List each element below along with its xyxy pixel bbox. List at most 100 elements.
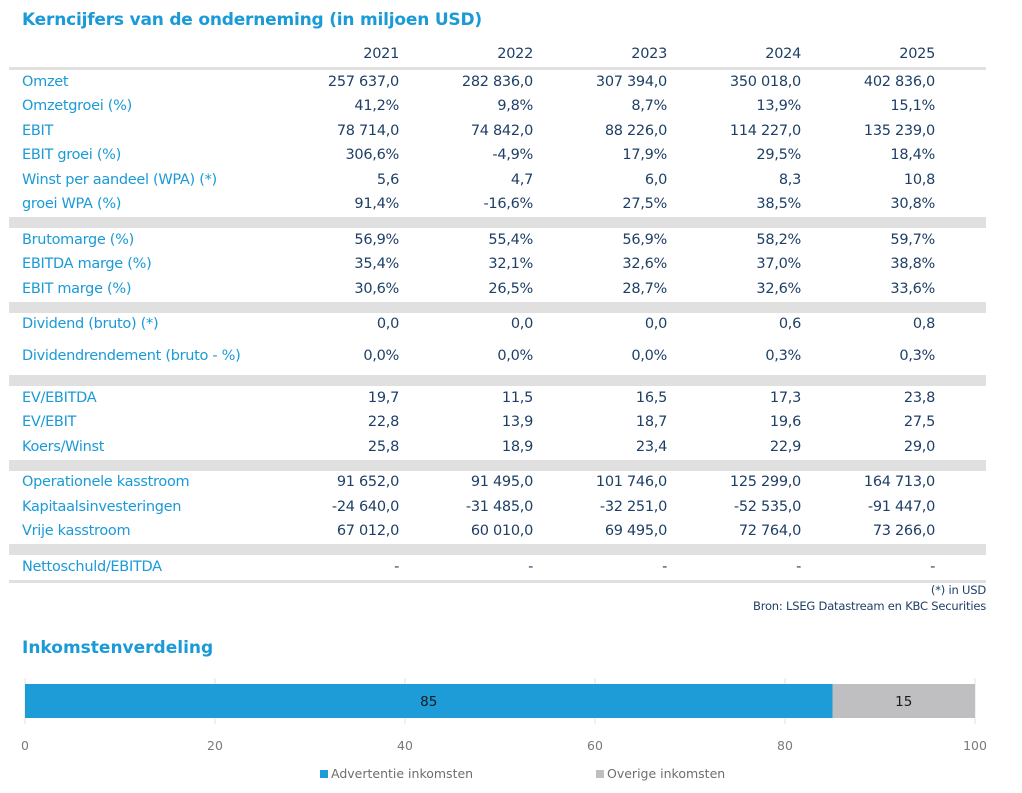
x-tick-label: 40 xyxy=(397,738,413,753)
year-header: 2024 xyxy=(765,45,801,62)
row-label: EV/EBIT xyxy=(22,414,77,431)
row-value: 30,8% xyxy=(890,196,935,213)
row-spacer xyxy=(935,520,986,545)
row-value: 35,4% xyxy=(354,256,399,273)
table-row: Vrije kasstroom 67 012,0 60 010,0 69 495,0 7… xyxy=(9,520,986,545)
x-tick-label: 100 xyxy=(963,738,987,753)
row-value: -32 251,0 xyxy=(599,498,667,515)
bar-segment-other xyxy=(832,684,975,718)
row-spacer xyxy=(935,193,986,218)
row-value: 0,3% xyxy=(765,347,801,364)
table-row: EV/EBITDA 19,7 11,5 16,5 17,3 23,8 xyxy=(9,386,986,411)
row-value: 101 746,0 xyxy=(595,474,667,491)
row-value: 5,6 xyxy=(376,171,399,188)
table-row: EBIT groei (%) 306,6% -4,9% 17,9% 29,5% 18,4% xyxy=(9,144,986,169)
table-row: Dividend (bruto) (*) 0,0 0,0 0,0 0,6 0,8 xyxy=(9,313,986,338)
row-value: 67 012,0 xyxy=(336,523,399,540)
row-value: - xyxy=(528,558,533,575)
x-tick-label: 0 xyxy=(21,738,29,753)
table-row: Winst per aandeel (WPA) (*) 5,6 4,7 6,0 8,3 1… xyxy=(9,168,986,193)
row-value: 91,4% xyxy=(354,196,399,213)
row-value: 88 226,0 xyxy=(604,122,667,139)
row-spacer xyxy=(935,277,986,302)
row-value: 23,8 xyxy=(903,389,935,406)
row-value: 29,0 xyxy=(903,438,935,455)
row-value: - xyxy=(930,558,935,575)
row-value: 59,7% xyxy=(890,231,935,248)
year-header: 2022 xyxy=(497,45,533,62)
row-value: 4,7 xyxy=(510,171,533,188)
x-tick-label: 60 xyxy=(587,738,603,753)
row-value: 58,2% xyxy=(756,231,801,248)
group-separator xyxy=(9,544,986,555)
row-spacer xyxy=(935,435,986,460)
row-value: 0,0% xyxy=(363,347,399,364)
row-label: Dividendrendement (bruto - %) xyxy=(22,347,241,364)
table-row: Omzetgroei (%) 41,2% 9,8% 8,7% 13,9% 15,1% xyxy=(9,95,986,120)
row-label: Vrije kasstroom xyxy=(22,523,131,540)
row-label: EBIT marge (%) xyxy=(22,280,132,297)
row-label: Winst per aandeel (WPA) (*) xyxy=(22,171,217,188)
table-row: groei WPA (%) 91,4% -16,6% 27,5% 38,5% 30,8% xyxy=(9,193,986,218)
row-spacer xyxy=(935,69,986,95)
group-separator xyxy=(9,459,986,471)
row-spacer xyxy=(935,386,986,411)
chart-title: Inkomstenverdeling xyxy=(22,638,214,658)
row-label: Nettoschuld/EBITDA xyxy=(22,558,162,575)
data-label: 15 xyxy=(895,694,912,710)
row-value: 22,8 xyxy=(367,414,399,431)
year-header: 2025 xyxy=(899,45,935,62)
row-value: -52 535,0 xyxy=(733,498,801,515)
row-value: 8,7% xyxy=(631,98,667,115)
row-value: 13,9% xyxy=(756,98,801,115)
row-value: 125 299,0 xyxy=(729,474,801,491)
row-label: EV/EBITDA xyxy=(22,389,97,406)
table-row: Omzet 257 637,0 282 836,0 307 394,0 350 018,… xyxy=(9,69,986,95)
group-separator xyxy=(9,301,986,313)
row-value: 38,5% xyxy=(756,196,801,213)
row-value: -91 447,0 xyxy=(867,498,935,515)
row-label: Omzetgroei (%) xyxy=(22,98,132,115)
footnote-source: Bron: LSEG Datastream en KBC Securities xyxy=(753,599,986,613)
row-value: 91 652,0 xyxy=(336,474,399,491)
row-value: 307 394,0 xyxy=(595,73,667,90)
row-value: 32,6% xyxy=(756,280,801,297)
row-value: 15,1% xyxy=(890,98,935,115)
row-value: 114 227,0 xyxy=(729,122,801,139)
row-label: groei WPA (%) xyxy=(22,196,122,213)
row-value: 0,0% xyxy=(631,347,667,364)
row-label: Koers/Winst xyxy=(22,438,105,455)
row-spacer xyxy=(935,144,986,169)
header-spacer xyxy=(935,41,986,69)
table-row: EV/EBIT 22,8 13,9 18,7 19,6 27,5 xyxy=(9,411,986,436)
row-value: - xyxy=(662,558,667,575)
row-value: 17,9% xyxy=(622,147,667,164)
row-value: 17,3 xyxy=(769,389,801,406)
row-value: 0,0% xyxy=(497,347,533,364)
table-row: EBITDA marge (%) 35,4% 32,1% 32,6% 37,0% 38,8… xyxy=(9,253,986,278)
row-value: 19,7 xyxy=(367,389,399,406)
row-value: 78 714,0 xyxy=(336,122,399,139)
legend-swatch xyxy=(320,770,328,778)
header-label-cell xyxy=(9,41,265,69)
row-value: 8,3 xyxy=(778,171,801,188)
separator-cell xyxy=(9,459,986,471)
bar-segment-advertising xyxy=(25,684,833,718)
x-tick-label: 80 xyxy=(777,738,793,753)
row-spacer xyxy=(935,253,986,278)
separator-cell xyxy=(9,217,986,228)
row-value: 18,9 xyxy=(501,438,533,455)
row-value: 60 010,0 xyxy=(470,523,533,540)
row-value: 27,5 xyxy=(903,414,935,431)
row-value: 9,8% xyxy=(497,98,533,115)
row-value: 72 764,0 xyxy=(738,523,801,540)
legend-label: Overige inkomsten xyxy=(607,766,725,781)
row-spacer xyxy=(935,168,986,193)
row-spacer xyxy=(935,337,986,375)
row-label: EBITDA marge (%) xyxy=(22,256,152,273)
row-value: -24 640,0 xyxy=(331,498,399,515)
row-spacer xyxy=(935,228,986,253)
row-value: 28,7% xyxy=(622,280,667,297)
row-value: 73 266,0 xyxy=(872,523,935,540)
row-spacer xyxy=(935,555,986,580)
